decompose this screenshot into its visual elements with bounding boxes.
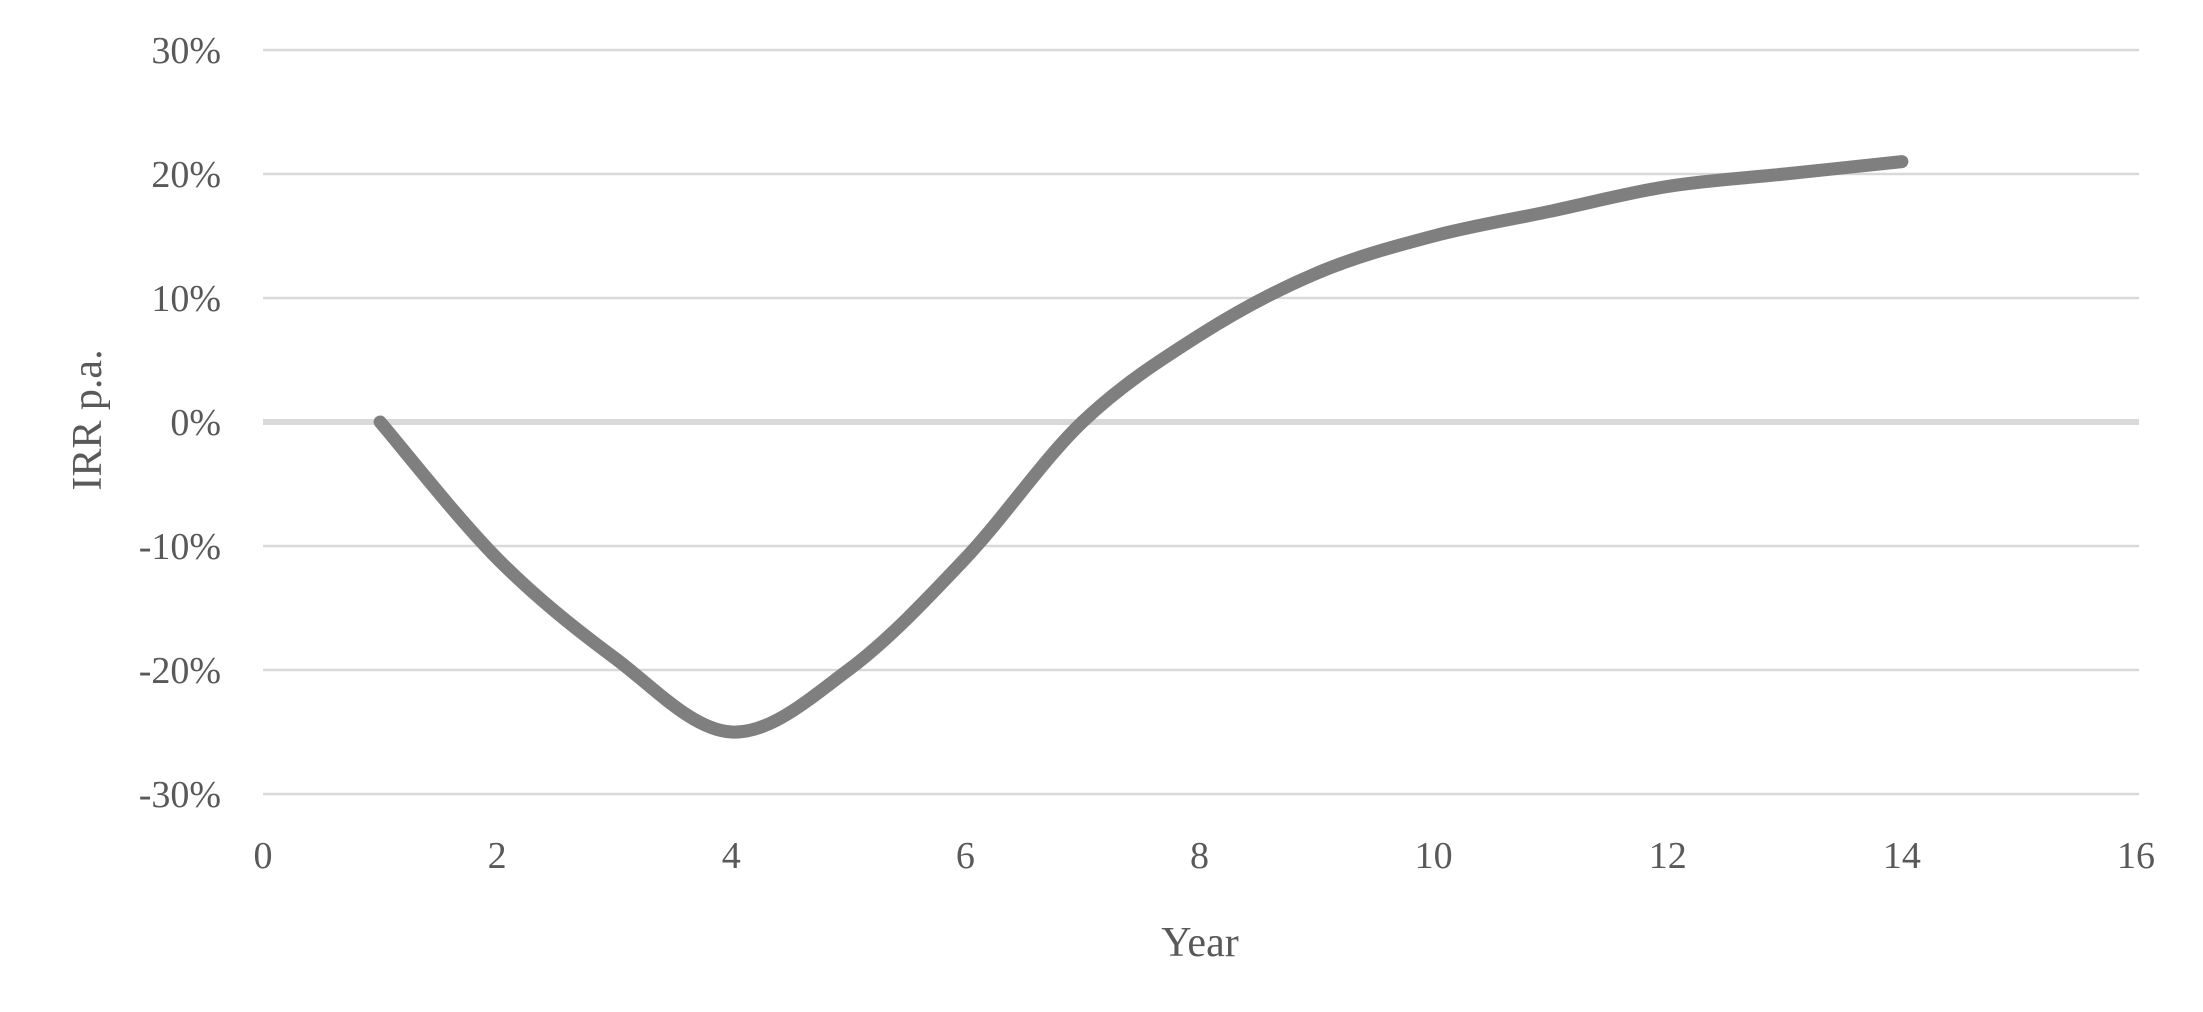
x-tick-label: 16: [2117, 835, 2155, 877]
y-tick-label: -10%: [139, 526, 221, 568]
irr-curve: [373, 155, 1909, 739]
x-tick-label: 14: [1883, 835, 1921, 877]
y-tick-label: 0%: [170, 402, 221, 444]
x-tick-label: 12: [1649, 835, 1687, 877]
x-tick-label: 6: [956, 835, 975, 877]
x-axis-tick-labels: 0 2 4 6 8 10 12 14 16: [254, 835, 2156, 877]
y-axis-title: IRR p.a.: [65, 349, 111, 491]
x-tick-label: 4: [722, 835, 741, 877]
y-tick-label: -20%: [139, 650, 221, 692]
x-tick-label: 2: [488, 835, 507, 877]
y-tick-label: 30%: [151, 30, 221, 72]
y-tick-label: 20%: [151, 154, 221, 196]
x-axis-title: Year: [1161, 920, 1239, 966]
gridline-group: [263, 48, 2139, 796]
x-tick-label: 0: [254, 835, 273, 877]
series-group: [373, 155, 1909, 739]
y-tick-label: -30%: [139, 774, 221, 816]
x-tick-label: 8: [1190, 835, 1209, 877]
y-tick-label: 10%: [151, 278, 221, 320]
x-tick-label: 10: [1415, 835, 1453, 877]
y-axis-tick-labels: 30% 20% 10% 0% -10% -20% -30%: [139, 30, 221, 816]
